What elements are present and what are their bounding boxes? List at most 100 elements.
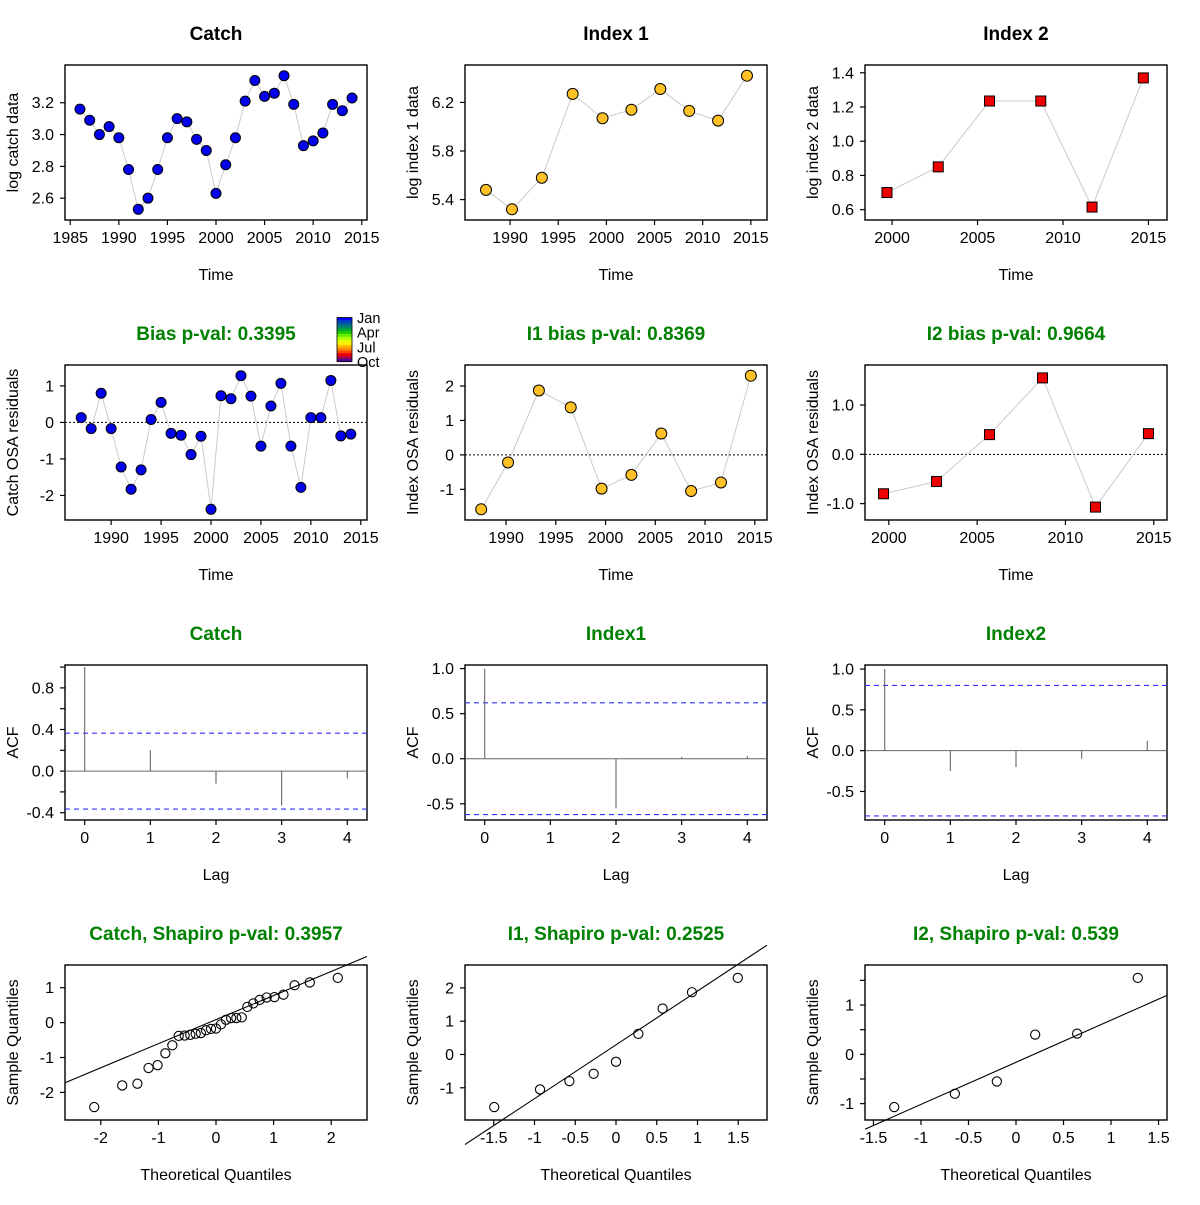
svg-text:0.5: 0.5 xyxy=(646,1130,668,1147)
svg-text:I2, Shapiro p-val: 0.539: I2, Shapiro p-val: 0.539 xyxy=(913,924,1119,945)
svg-text:4: 4 xyxy=(743,830,752,847)
svg-text:0.8: 0.8 xyxy=(832,168,854,185)
svg-text:Time: Time xyxy=(599,267,634,284)
svg-text:2: 2 xyxy=(212,830,221,847)
svg-text:3.0: 3.0 xyxy=(32,127,54,144)
svg-text:Time: Time xyxy=(999,567,1034,584)
svg-text:2010: 2010 xyxy=(295,230,331,247)
svg-text:0.0: 0.0 xyxy=(832,743,854,760)
svg-text:ACF: ACF xyxy=(405,726,422,758)
svg-text:Theoretical Quantiles: Theoretical Quantiles xyxy=(140,1167,291,1184)
svg-text:Index 2: Index 2 xyxy=(983,24,1048,45)
svg-text:2000: 2000 xyxy=(193,530,229,547)
svg-text:0: 0 xyxy=(45,415,54,432)
svg-text:0.0: 0.0 xyxy=(32,764,54,781)
svg-text:-1.5: -1.5 xyxy=(860,1130,888,1147)
svg-text:2.6: 2.6 xyxy=(32,191,54,208)
svg-text:1.0: 1.0 xyxy=(832,662,854,679)
svg-text:Time: Time xyxy=(199,267,234,284)
svg-text:-2: -2 xyxy=(94,1130,108,1147)
svg-text:-1: -1 xyxy=(40,1050,54,1067)
svg-text:2010: 2010 xyxy=(1048,530,1084,547)
svg-text:2010: 2010 xyxy=(293,530,329,547)
svg-text:Index OSA residuals: Index OSA residuals xyxy=(805,370,822,515)
svg-text:1995: 1995 xyxy=(150,230,186,247)
svg-text:3: 3 xyxy=(277,830,286,847)
svg-text:-1: -1 xyxy=(151,1130,165,1147)
svg-text:2005: 2005 xyxy=(637,230,673,247)
svg-text:1990: 1990 xyxy=(492,230,528,247)
svg-text:2: 2 xyxy=(445,980,454,997)
svg-text:Time: Time xyxy=(999,267,1034,284)
svg-text:2000: 2000 xyxy=(874,230,910,247)
svg-text:6.2: 6.2 xyxy=(432,95,454,112)
svg-text:-2: -2 xyxy=(40,1085,54,1102)
svg-text:Catch: Catch xyxy=(190,624,243,645)
svg-text:-2: -2 xyxy=(40,488,54,505)
svg-text:2005: 2005 xyxy=(247,230,283,247)
svg-text:Jan: Jan xyxy=(357,311,380,327)
svg-text:2015: 2015 xyxy=(344,230,380,247)
svg-text:2005: 2005 xyxy=(960,230,996,247)
svg-text:0: 0 xyxy=(45,1015,54,1032)
svg-text:Lag: Lag xyxy=(1003,867,1030,884)
svg-text:-1: -1 xyxy=(440,1080,454,1097)
svg-text:0: 0 xyxy=(612,1130,621,1147)
svg-text:3: 3 xyxy=(677,830,686,847)
svg-text:1: 1 xyxy=(946,830,955,847)
svg-text:1.2: 1.2 xyxy=(832,100,854,117)
svg-text:1995: 1995 xyxy=(143,530,179,547)
svg-text:1.5: 1.5 xyxy=(727,1130,749,1147)
svg-text:1: 1 xyxy=(45,378,54,395)
svg-text:I2 bias p-val: 0.9664: I2 bias p-val: 0.9664 xyxy=(927,324,1106,345)
svg-text:0.8: 0.8 xyxy=(32,680,54,697)
svg-text:I1, Shapiro p-val: 0.2525: I1, Shapiro p-val: 0.2525 xyxy=(508,924,725,945)
svg-text:1: 1 xyxy=(845,998,854,1015)
svg-text:log index 2 data: log index 2 data xyxy=(805,86,822,199)
svg-text:-1: -1 xyxy=(40,451,54,468)
svg-text:0: 0 xyxy=(445,447,454,464)
svg-text:ACF: ACF xyxy=(5,726,22,758)
svg-text:2: 2 xyxy=(612,830,621,847)
svg-text:I1 bias p-val: 0.8369: I1 bias p-val: 0.8369 xyxy=(527,324,706,345)
svg-text:-0.5: -0.5 xyxy=(561,1130,589,1147)
svg-text:Theoretical Quantiles: Theoretical Quantiles xyxy=(540,1167,691,1184)
svg-text:2: 2 xyxy=(445,379,454,396)
svg-text:2000: 2000 xyxy=(198,230,234,247)
svg-text:3.2: 3.2 xyxy=(32,95,54,112)
svg-text:1.5: 1.5 xyxy=(1147,1130,1169,1147)
svg-text:0: 0 xyxy=(845,1047,854,1064)
svg-text:-0.5: -0.5 xyxy=(955,1130,983,1147)
svg-text:2: 2 xyxy=(1012,830,1021,847)
svg-text:Index2: Index2 xyxy=(986,624,1046,645)
svg-text:0: 0 xyxy=(445,1047,454,1064)
svg-text:1.0: 1.0 xyxy=(832,134,854,151)
svg-text:0: 0 xyxy=(1012,1130,1021,1147)
svg-text:Oct: Oct xyxy=(357,355,380,371)
svg-text:2005: 2005 xyxy=(959,530,995,547)
svg-text:-0.4: -0.4 xyxy=(26,805,54,822)
svg-text:1: 1 xyxy=(269,1130,278,1147)
svg-text:-1: -1 xyxy=(840,1096,854,1113)
svg-text:1: 1 xyxy=(1107,1130,1116,1147)
svg-text:0: 0 xyxy=(212,1130,221,1147)
svg-text:2000: 2000 xyxy=(871,530,907,547)
svg-text:Time: Time xyxy=(599,567,634,584)
svg-text:0: 0 xyxy=(880,830,889,847)
svg-text:1: 1 xyxy=(45,980,54,997)
svg-text:2015: 2015 xyxy=(733,230,769,247)
svg-text:Catch OSA residuals: Catch OSA residuals xyxy=(5,369,22,517)
svg-text:ACF: ACF xyxy=(805,726,822,758)
svg-text:0.5: 0.5 xyxy=(432,706,454,723)
svg-text:1990: 1990 xyxy=(93,530,129,547)
svg-text:-1: -1 xyxy=(914,1130,928,1147)
svg-text:Sample Quantiles: Sample Quantiles xyxy=(5,979,22,1105)
svg-text:2010: 2010 xyxy=(687,530,723,547)
svg-text:-0.5: -0.5 xyxy=(426,796,454,813)
svg-text:1: 1 xyxy=(445,413,454,430)
svg-text:Bias p-val: 0.3395: Bias p-val: 0.3395 xyxy=(136,324,296,345)
svg-text:2000: 2000 xyxy=(589,230,625,247)
svg-text:Apr: Apr xyxy=(357,326,380,342)
svg-text:3: 3 xyxy=(1077,830,1086,847)
svg-text:-0.5: -0.5 xyxy=(826,784,854,801)
